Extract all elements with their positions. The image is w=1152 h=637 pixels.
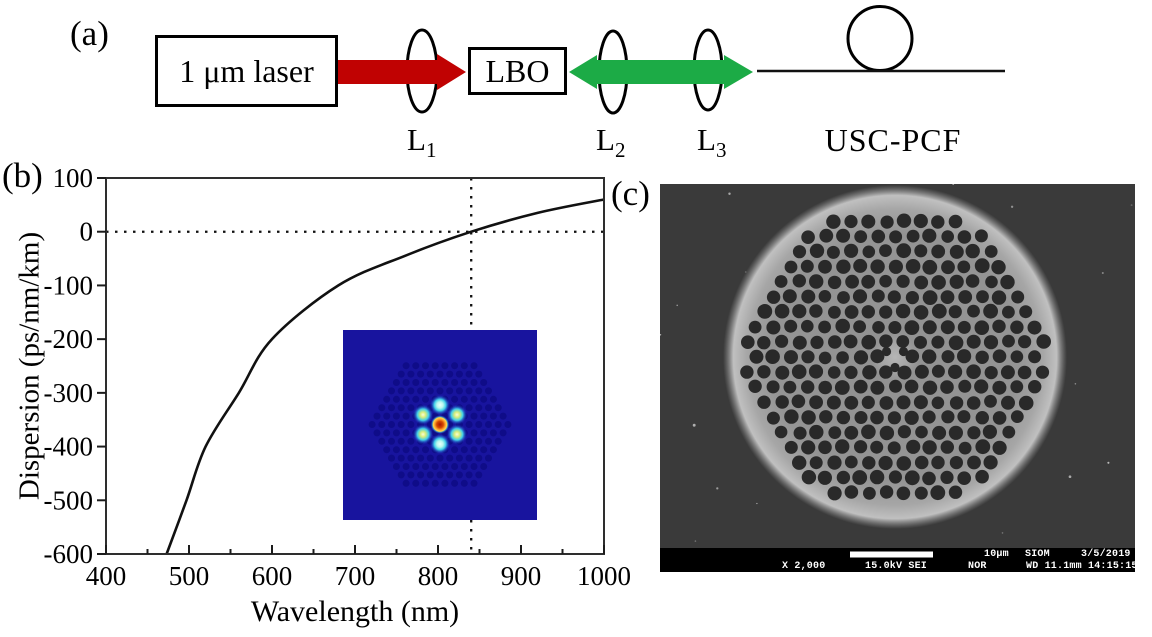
- y-tick-label: -500: [44, 485, 94, 515]
- laser-box: 1 μm laser: [155, 35, 338, 107]
- sem-voltage-detector: 15.0kV SEI: [865, 561, 928, 572]
- mode-ring-lobe: [446, 404, 468, 426]
- sem-wd-time: WD 11.1mm 14:15:15: [1026, 561, 1138, 572]
- y-tick-label: -200: [44, 324, 94, 354]
- mode-ring-lobe: [429, 394, 451, 416]
- lens-L2: [597, 29, 629, 115]
- panel-a-label: (a): [70, 14, 109, 53]
- sem-date: 3/5/2019: [1081, 549, 1131, 560]
- panel-b-label: (b): [2, 156, 43, 195]
- sem-micrograph: [660, 184, 1135, 572]
- lens-L3: [692, 28, 724, 112]
- y-tick-label: -100: [44, 270, 94, 300]
- sem-mode: NOR: [968, 561, 987, 572]
- mode-ring-lobe: [429, 433, 451, 455]
- dispersion-curve: [165, 198, 605, 555]
- sem-scale-bar: [850, 551, 933, 558]
- mode-center-lobe: [430, 415, 450, 434]
- lbo-crystal-box: LBO: [468, 47, 567, 95]
- x-axis-title: Wavelength (nm): [250, 595, 460, 628]
- fiber-cladding: [723, 185, 1067, 529]
- sem-lab-name: SIOM: [1025, 549, 1050, 560]
- y-tick-label: -300: [44, 378, 94, 408]
- y-tick-label: 100: [53, 163, 94, 193]
- x-tick-label: 400: [86, 561, 127, 591]
- y-tick-label: -600: [44, 539, 94, 569]
- lbo-crystal-label: LBO: [485, 52, 550, 89]
- x-tick-label: 1000: [577, 561, 631, 591]
- lens-label-L2: L2: [596, 122, 626, 163]
- x-tick-label: 700: [335, 561, 376, 591]
- core-micro-hole: [890, 362, 900, 373]
- core-micro-hole: [898, 346, 909, 357]
- laser-box-label: 1 μm laser: [179, 52, 314, 89]
- core-micro-hole: [881, 346, 892, 357]
- fiber-label: USC-PCF: [824, 122, 962, 158]
- x-tick-label: 900: [501, 561, 542, 591]
- fiber-core-region: [871, 333, 919, 381]
- mode-ring-lobe: [412, 423, 434, 445]
- lens-label-L3: L3: [697, 122, 727, 163]
- panel-c-label: (c): [611, 174, 650, 213]
- fiber-loop: [846, 5, 914, 72]
- shg-beam-arrow: [569, 55, 753, 89]
- sem-magnification: X 2,000: [782, 561, 826, 572]
- mode-ring-lobe: [412, 404, 434, 426]
- pump-beam-arrow: [338, 54, 466, 90]
- y-tick-label: 0: [80, 217, 94, 247]
- mode-ring-lobe: [446, 423, 468, 445]
- x-tick-label: 600: [252, 561, 293, 591]
- sem-scale-label: 10μm: [984, 549, 1009, 560]
- sem-background: [660, 184, 1135, 572]
- x-tick-label: 500: [169, 561, 210, 591]
- lens-label-L1: L1: [407, 122, 437, 163]
- mode-profile-inset: [343, 330, 537, 520]
- y-axis-title: Dispersion (ps/nm/km): [13, 231, 46, 501]
- y-tick-label: -400: [44, 432, 94, 462]
- lens-L1: [405, 28, 439, 114]
- plot-frame: [105, 177, 605, 555]
- x-tick-label: 800: [418, 561, 459, 591]
